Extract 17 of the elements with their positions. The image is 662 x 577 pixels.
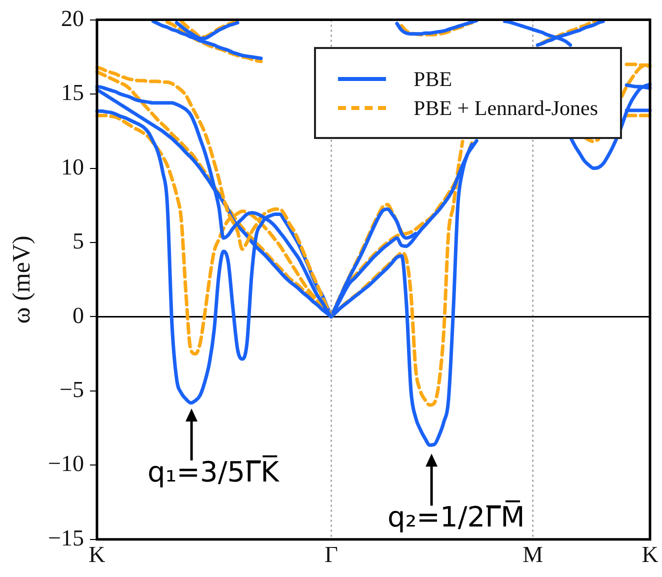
y-tick-label: −15 [48, 525, 84, 550]
x-tick-label: K [642, 542, 659, 568]
legend-label: PBE [414, 66, 452, 92]
y-axis-title: ω (meV) [8, 236, 36, 324]
y-tick-label: 20 [60, 6, 84, 31]
x-tick-label: K [88, 542, 106, 568]
y-tick-label: 5 [72, 228, 84, 254]
y-tick-label: 10 [60, 154, 84, 180]
legend-label: PBE + Lennard-Jones [414, 96, 598, 121]
annotation: q₁=3/5Γ̅K̅ [148, 454, 280, 488]
x-tick-label: M [522, 542, 544, 568]
y-tick-label: −5 [59, 376, 84, 402]
x-tick-label: Γ [324, 542, 338, 568]
y-tick-label: 0 [72, 302, 84, 328]
y-tick-label: −10 [48, 451, 84, 476]
y-tick-label: 15 [60, 80, 84, 106]
annotation: q₂=1/2Γ̅M̅ [388, 500, 525, 534]
